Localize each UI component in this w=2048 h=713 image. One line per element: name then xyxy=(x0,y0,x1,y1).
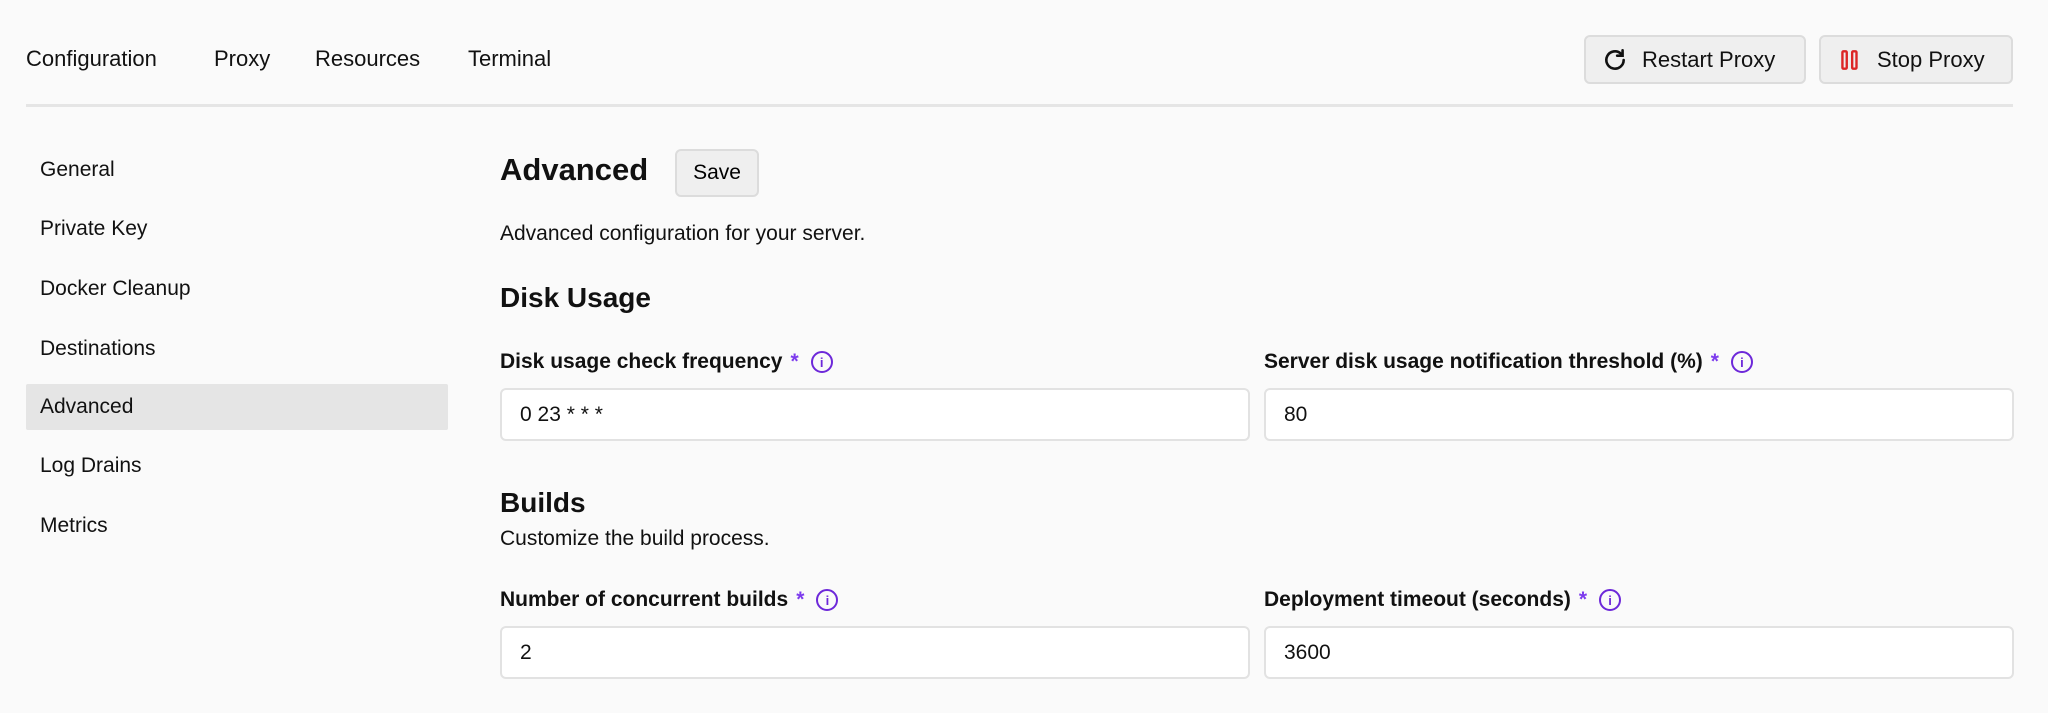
builds-description: Customize the build process. xyxy=(500,527,770,550)
info-icon[interactable]: i xyxy=(816,589,839,611)
required-mark: * xyxy=(1578,588,1588,611)
sidebar-item-destinations[interactable]: Destinations xyxy=(40,337,156,360)
info-icon[interactable]: i xyxy=(810,351,833,373)
threshold-label-text: Server disk usage notification threshold… xyxy=(1264,350,1703,373)
save-button[interactable]: Save xyxy=(675,149,759,197)
nav-terminal[interactable]: Terminal xyxy=(468,46,552,71)
threshold-label: Server disk usage notification threshold… xyxy=(1264,350,1753,374)
restart-label: Restart Proxy xyxy=(1642,46,1776,72)
nav-resources[interactable]: Resources xyxy=(315,46,421,71)
required-mark: * xyxy=(1710,350,1719,373)
concurrent-label: Number of concurrent builds * i xyxy=(500,588,839,612)
timeout-label-text: Deployment timeout (seconds) xyxy=(1264,588,1571,611)
sidebar-item-general[interactable]: General xyxy=(40,158,115,181)
sidebar-item-advanced[interactable]: Advanced xyxy=(26,384,448,430)
freq-label: Disk usage check frequency * i xyxy=(500,350,833,374)
restart-proxy-button[interactable]: Restart Proxy xyxy=(1584,35,1806,84)
deployment-timeout-input[interactable] xyxy=(1264,626,2014,679)
info-icon[interactable]: i xyxy=(1730,351,1753,373)
info-icon[interactable]: i xyxy=(1599,589,1622,611)
stop-proxy-button[interactable]: Stop Proxy xyxy=(1819,35,2013,84)
builds-heading: Builds xyxy=(500,487,586,518)
page-description: Advanced configuration for your server. xyxy=(500,222,866,245)
disk-usage-heading: Disk Usage xyxy=(500,282,651,313)
nav-configuration[interactable]: Configuration xyxy=(26,46,157,71)
freq-label-text: Disk usage check frequency xyxy=(500,350,783,373)
stop-icon xyxy=(1841,49,1858,70)
disk-check-frequency-input[interactable] xyxy=(500,388,1250,441)
sidebar-item-log-drains[interactable]: Log Drains xyxy=(40,454,142,477)
concurrent-label-text: Number of concurrent builds xyxy=(500,588,789,611)
divider xyxy=(26,104,2013,107)
timeout-label: Deployment timeout (seconds) * i xyxy=(1264,588,1622,612)
disk-threshold-input[interactable] xyxy=(1264,388,2014,441)
restart-icon xyxy=(1605,48,1625,70)
sidebar-item-docker-cleanup[interactable]: Docker Cleanup xyxy=(40,277,191,300)
nav-proxy[interactable]: Proxy xyxy=(214,46,271,71)
sidebar-item-private-key[interactable]: Private Key xyxy=(40,217,148,240)
concurrent-builds-input[interactable] xyxy=(500,626,1250,679)
required-mark: * xyxy=(790,350,799,373)
sidebar-item-metrics[interactable]: Metrics xyxy=(40,514,108,537)
page-title: Advanced xyxy=(500,152,649,187)
stop-label: Stop Proxy xyxy=(1877,46,1985,72)
required-mark: * xyxy=(796,588,805,611)
